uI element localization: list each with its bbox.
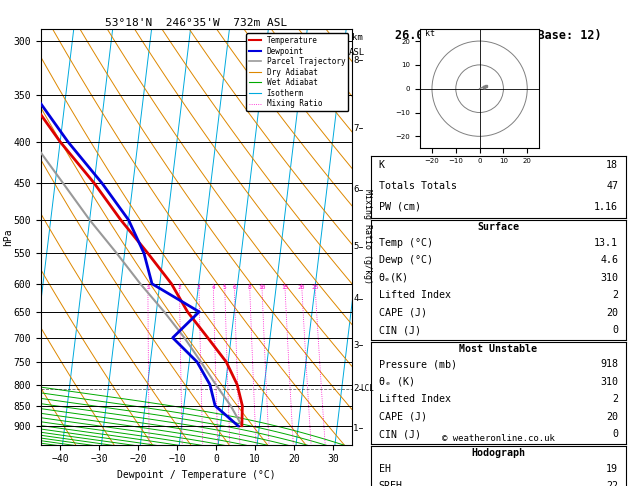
Text: 2: 2	[612, 394, 618, 404]
Title: 53°18'N  246°35'W  732m ASL: 53°18'N 246°35'W 732m ASL	[106, 18, 287, 28]
Text: Dewp (°C): Dewp (°C)	[379, 255, 433, 265]
Text: 19: 19	[606, 464, 618, 473]
Text: © weatheronline.co.uk: © weatheronline.co.uk	[442, 434, 555, 443]
Text: Mixing Ratio (g/kg): Mixing Ratio (g/kg)	[364, 190, 372, 284]
Text: Temp (°C): Temp (°C)	[379, 238, 433, 248]
Text: Pressure (mb): Pressure (mb)	[379, 359, 457, 369]
Text: 2: 2	[612, 290, 618, 300]
Text: PW (cm): PW (cm)	[379, 202, 421, 211]
Text: CIN (J): CIN (J)	[379, 325, 421, 335]
Text: CIN (J): CIN (J)	[379, 429, 421, 439]
Text: 20: 20	[606, 308, 618, 317]
Text: 25: 25	[311, 285, 319, 290]
Legend: Temperature, Dewpoint, Parcel Trajectory, Dry Adiabat, Wet Adiabat, Isotherm, Mi: Temperature, Dewpoint, Parcel Trajectory…	[246, 33, 348, 111]
Text: LCL: LCL	[360, 384, 374, 393]
Text: kt: kt	[425, 29, 435, 38]
Text: 1: 1	[353, 424, 359, 433]
Text: 3: 3	[197, 285, 201, 290]
Text: K: K	[379, 160, 385, 170]
Text: 0: 0	[612, 325, 618, 335]
Text: 2: 2	[353, 384, 359, 393]
Text: 4: 4	[211, 285, 215, 290]
Text: 15: 15	[281, 285, 289, 290]
Text: 310: 310	[600, 377, 618, 387]
Text: Hodograph: Hodograph	[472, 448, 525, 458]
Text: 13.1: 13.1	[594, 238, 618, 248]
Text: 1: 1	[146, 285, 150, 290]
Text: 5: 5	[353, 243, 359, 251]
Text: CAPE (J): CAPE (J)	[379, 308, 426, 317]
Text: Most Unstable: Most Unstable	[459, 344, 538, 354]
Text: 5: 5	[223, 285, 226, 290]
Text: Lifted Index: Lifted Index	[379, 394, 451, 404]
Text: Lifted Index: Lifted Index	[379, 290, 451, 300]
Text: 4.6: 4.6	[600, 255, 618, 265]
Text: θₑ (K): θₑ (K)	[379, 377, 415, 387]
Text: km: km	[352, 34, 362, 42]
Text: 2: 2	[177, 285, 181, 290]
Text: 7: 7	[353, 124, 359, 133]
Text: EH: EH	[379, 464, 391, 473]
Text: 10: 10	[258, 285, 265, 290]
Text: 1.16: 1.16	[594, 202, 618, 211]
X-axis label: Dewpoint / Temperature (°C): Dewpoint / Temperature (°C)	[117, 470, 276, 480]
Text: 4: 4	[353, 294, 359, 303]
Text: 26.05.2024  06GMT  (Base: 12): 26.05.2024 06GMT (Base: 12)	[395, 29, 602, 42]
Text: 20: 20	[606, 412, 618, 422]
Text: Surface: Surface	[477, 223, 520, 232]
Text: θₑ(K): θₑ(K)	[379, 273, 409, 283]
Text: Totals Totals: Totals Totals	[379, 181, 457, 191]
Text: 47: 47	[606, 181, 618, 191]
Text: 22: 22	[606, 481, 618, 486]
Text: 0: 0	[612, 429, 618, 439]
Text: 6: 6	[353, 186, 359, 194]
Text: 18: 18	[606, 160, 618, 170]
Text: 6: 6	[232, 285, 236, 290]
Text: ASL: ASL	[349, 48, 365, 57]
Text: hPa: hPa	[4, 228, 13, 246]
Text: 8: 8	[353, 56, 359, 65]
Text: 918: 918	[600, 359, 618, 369]
Text: 8: 8	[248, 285, 252, 290]
Text: 310: 310	[600, 273, 618, 283]
Text: 3: 3	[353, 341, 359, 349]
Text: 20: 20	[298, 285, 305, 290]
Text: CAPE (J): CAPE (J)	[379, 412, 426, 422]
Text: SREH: SREH	[379, 481, 403, 486]
